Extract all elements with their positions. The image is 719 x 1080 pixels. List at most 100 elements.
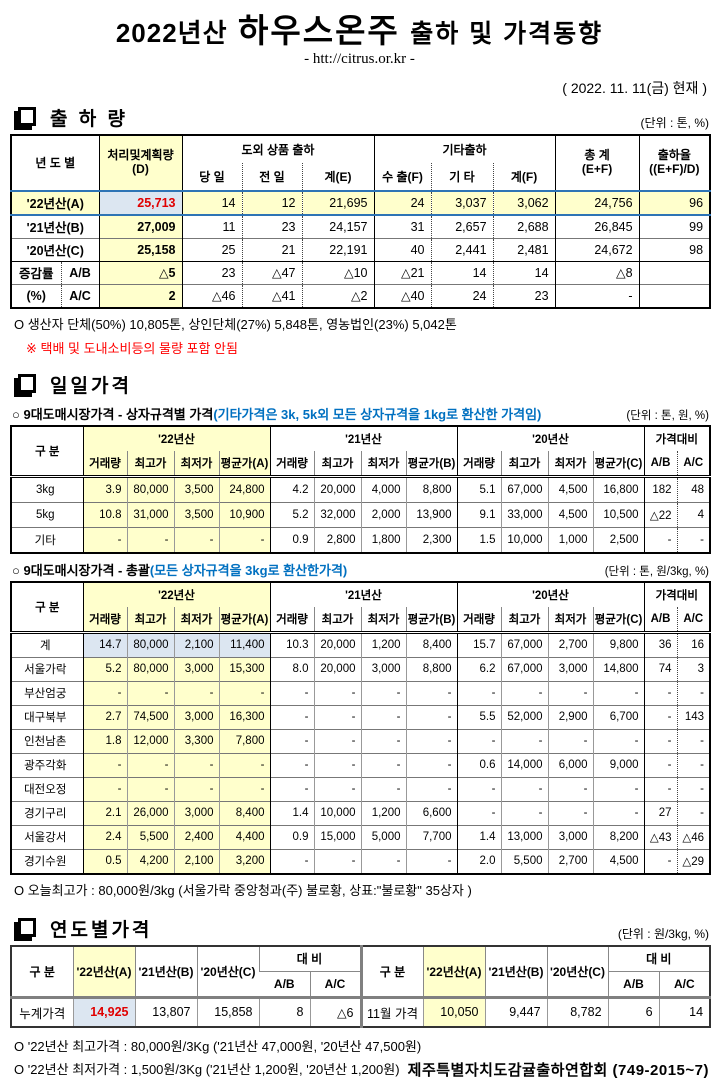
table-row: '22년산(A) 25,713 14 12 21,695 24 3,037 3,062 24,7… xyxy=(11,189,711,216)
cell: 11,400 xyxy=(218,630,270,658)
cell: 143 xyxy=(676,704,711,730)
row-label: 대구북부 xyxy=(11,704,83,730)
cell: △2 xyxy=(301,283,375,308)
col-header: '21년산 xyxy=(269,581,457,607)
box-price-paren: (기타가격은 3k, 5k외 모든 상자규격을 1kg로 환산한 가격임) xyxy=(213,406,542,422)
cell: 2,100 xyxy=(173,848,219,874)
cell: 9.1 xyxy=(456,501,501,528)
table-row: 대구북부 2.7 74,500 3,000 16,300- - - -5.5 52,000 2,9… xyxy=(11,704,711,730)
cell: △46 xyxy=(676,824,711,850)
cell: 24 xyxy=(430,283,494,308)
cell: 12,000 xyxy=(126,728,174,754)
table-row: 부산엄궁 - - - - - - - - - - - - - - xyxy=(11,680,711,706)
col-header: 계(F) xyxy=(492,162,556,191)
col-header: 거래량 xyxy=(82,606,127,633)
row-label: 3kg xyxy=(11,474,83,503)
cell: 8,800 xyxy=(405,474,457,503)
cell: - xyxy=(173,526,219,553)
col-header: 평균가(B) xyxy=(405,606,457,633)
cell: 2.7 xyxy=(82,704,127,730)
overall-price-note: ○ 9대도매시장가격 - 총괄 (모든 상자규격을 3kg로 환산한가격) (단위… xyxy=(12,560,709,579)
table-row: (%) A/C 2 △46 △41 △2 △40 24 23- xyxy=(11,283,711,308)
cell: 8.0 xyxy=(269,656,314,682)
cell: 67,000 xyxy=(500,474,548,503)
cell: 14,925 xyxy=(72,995,135,1027)
cell: 10.8 xyxy=(82,501,127,528)
cell: 67,000 xyxy=(500,656,548,682)
cell: - xyxy=(592,680,644,706)
shipment-table: 년 도 별 처리및계획량 (D) 도외 상품 출하 기타출하 총 계 (E+F)… xyxy=(10,133,712,309)
col-header: 평균가(C) xyxy=(592,450,644,477)
cell: 2.0 xyxy=(456,848,501,874)
cell: 14.7 xyxy=(82,630,127,658)
cell: 14 xyxy=(492,260,556,285)
cell: - xyxy=(218,752,270,778)
header-row: A/B A/C A/B A/C xyxy=(11,970,711,998)
cell: - xyxy=(313,728,361,754)
cell: - xyxy=(643,776,677,802)
row-label: 서울가락 xyxy=(11,656,83,682)
cell: 2,657 xyxy=(430,214,494,239)
row-label: 부산엄궁 xyxy=(11,680,83,706)
cell: 6 xyxy=(607,995,660,1027)
cell: 67,000 xyxy=(500,630,548,658)
cell: 24,157 xyxy=(301,214,375,239)
cell: 8 xyxy=(258,995,310,1027)
box-price-table: 구 분 '22년산 '21년산 '20년산 가격대비 거래량 최고가 최저가 평… xyxy=(10,424,712,554)
table-row: 서울강서 2.4 5,500 2,400 4,400 0.9 15,000 5,000 7,70… xyxy=(11,824,711,850)
cell: △43 xyxy=(643,824,677,850)
cell: 11 xyxy=(181,214,243,239)
cell: - xyxy=(360,728,406,754)
cell: 13,900 xyxy=(405,501,457,528)
table-row: 광주각화 - - - - - - - -0.6 14,000 6,000 9,000- - xyxy=(11,752,711,778)
cell: 5.5 xyxy=(456,704,501,730)
cell: - xyxy=(643,728,677,754)
cell: - xyxy=(82,752,127,778)
overall-price-table: 구 분 '22년산 '21년산 '20년산 가격대비 거래량 최고가 최저가 평… xyxy=(10,580,712,875)
col-header: 당 일 xyxy=(181,162,243,191)
header-row: 당 일 전 일 계(E) 수 출(F) 기 타 계(F) xyxy=(11,162,710,191)
cell: - xyxy=(173,752,219,778)
cell: 0.5 xyxy=(82,848,127,874)
cell: 1.8 xyxy=(82,728,127,754)
cell: 3,000 xyxy=(547,656,593,682)
cell: A/B xyxy=(60,260,100,285)
table-row: 서울가락 5.2 80,000 3,000 15,300 8.0 20,000 3,000 8,… xyxy=(11,656,711,682)
section-title-daily: 일일가격 xyxy=(50,375,132,397)
cell: - xyxy=(405,680,457,706)
col-header: 가격대비 xyxy=(643,425,711,451)
cell: 6,700 xyxy=(592,704,644,730)
table-row: 증감률 A/B △5 23 △47 △10 △21 14 14 △8 xyxy=(11,260,711,285)
cell: - xyxy=(360,848,406,874)
cell: - xyxy=(269,728,314,754)
cell: 27 xyxy=(643,800,677,826)
section-shipment-header: 출 하 량 (단위 : 톤, %) xyxy=(10,104,709,131)
col-header: 최고가 xyxy=(500,606,548,633)
cell: - xyxy=(405,704,457,730)
cell: △6 xyxy=(309,995,362,1027)
cell: △21 xyxy=(373,260,432,285)
cell: 40 xyxy=(373,237,432,262)
col-header: 처리및계획량 (D) xyxy=(98,134,183,191)
cell: △10 xyxy=(301,260,375,285)
row-label: 기타 xyxy=(11,526,83,553)
cell: 20,000 xyxy=(313,474,361,503)
col-header: A/B xyxy=(643,450,677,477)
cell: 4,000 xyxy=(360,474,406,503)
cell: 21,695 xyxy=(301,189,375,216)
cell: - xyxy=(126,680,174,706)
cell: 2,481 xyxy=(492,237,556,262)
footer: O '22년산 최고가격 : 80,000원/3Kg ('21년산 47,000… xyxy=(10,1036,709,1079)
cell: 10,050 xyxy=(422,995,486,1027)
row-label: (%) xyxy=(11,283,61,308)
row-label: '20년산(C) xyxy=(11,237,100,262)
cell: - xyxy=(676,728,711,754)
cell: 20,000 xyxy=(313,656,361,682)
col-header: '20년산 xyxy=(456,425,644,451)
square-bullet-icon xyxy=(18,917,36,937)
col-header: 구 분 xyxy=(29,964,55,979)
table-row: '21년산(B) 27,009 11 23 24,157 31 2,657 2,688 26,8… xyxy=(11,214,711,239)
col-header: 대 비 xyxy=(258,945,362,972)
cell: - xyxy=(218,776,270,802)
